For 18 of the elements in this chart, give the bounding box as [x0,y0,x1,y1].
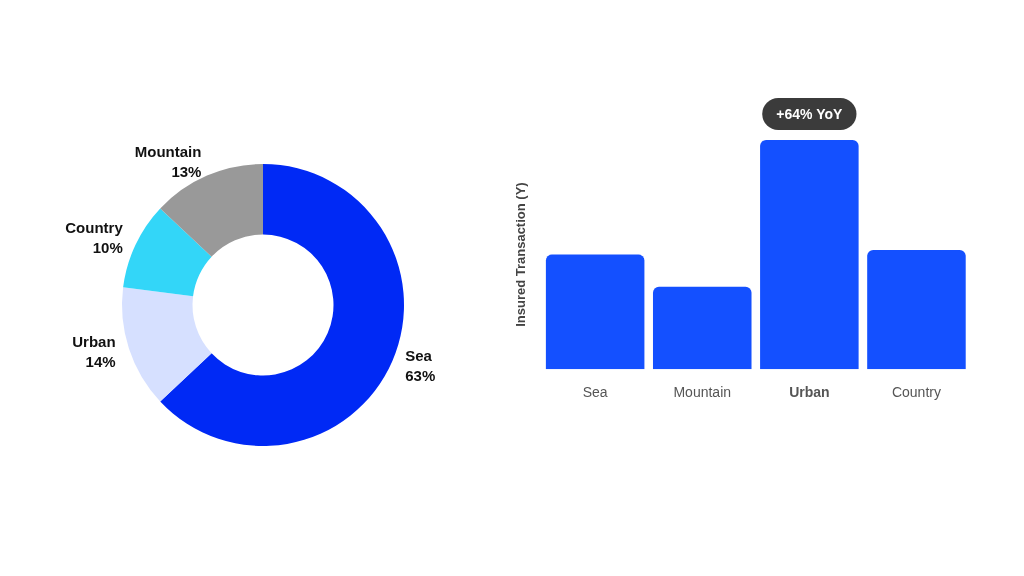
annotation: +64% YoY [776,105,844,122]
data-label: 14% [85,353,116,371]
x-tick-label: Urban [789,384,830,401]
bar [652,286,752,370]
slice-label: Mountain [134,142,202,160]
x-tick-label: Sea [582,384,608,401]
data-label: 63% [405,366,436,384]
slice-label: Urban [72,333,116,351]
x-tick-label: Mountain [673,384,732,401]
data-label: 13% [171,162,202,180]
bar [545,254,645,370]
slice-label: Sea [405,346,433,364]
x-tick-label: Country [891,384,941,401]
bar [867,250,966,370]
slice-label: Country [65,219,124,237]
bar [760,140,859,370]
data-label: 10% [92,239,123,257]
y-axis-title: Insured Transaction (Y) [513,182,529,327]
